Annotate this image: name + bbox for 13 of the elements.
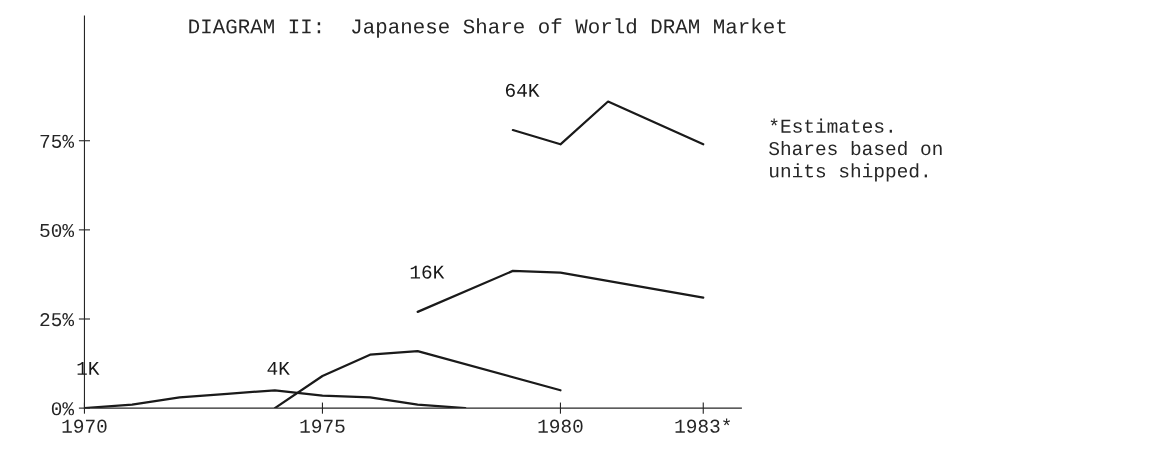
y-tick-label: 75% <box>40 134 75 148</box>
series-label: 64K <box>505 83 540 97</box>
y-tick-label: 25% <box>40 313 75 327</box>
chart-title: DIAGRAM II: Japanese Share of World DRAM Market <box>189 18 786 38</box>
x-tick-label: 1983* <box>675 418 731 433</box>
series-label: 4K <box>267 361 290 375</box>
series-label: 16K <box>410 265 445 279</box>
x-tick-label: 1980 <box>538 419 583 433</box>
x-tick-label: 1970 <box>62 419 107 433</box>
y-tick-label: 0% <box>51 402 75 416</box>
x-tick-label: 1975 <box>300 419 345 433</box>
y-tick-label: 50% <box>40 223 75 238</box>
text: *Estimates. Shares based on units shipped. <box>769 118 942 182</box>
